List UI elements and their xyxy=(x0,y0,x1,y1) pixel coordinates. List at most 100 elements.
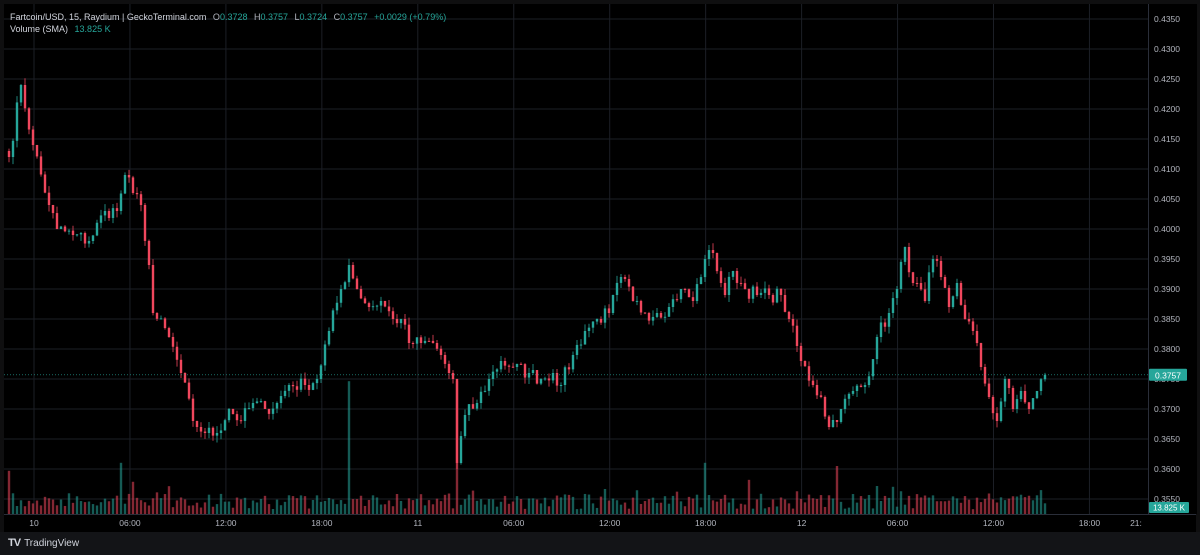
candle-body xyxy=(927,272,931,301)
volume-bar xyxy=(87,501,91,514)
volume-bar xyxy=(375,497,379,514)
candle-body xyxy=(107,211,111,218)
volume-bar xyxy=(571,496,575,514)
volume-bar xyxy=(531,498,535,514)
volume-bar xyxy=(23,506,27,514)
volume-bar xyxy=(203,502,207,514)
candle-body xyxy=(755,286,759,295)
time-axis[interactable] xyxy=(4,514,1196,533)
volume-bar xyxy=(711,500,715,514)
candle-body xyxy=(487,379,491,391)
volume-bar xyxy=(971,509,975,514)
candle-body xyxy=(899,261,903,289)
y-tick-label: 0.3600 xyxy=(1154,464,1180,474)
candle-body xyxy=(875,337,879,360)
candle-body xyxy=(471,404,475,409)
candle-body xyxy=(211,427,215,436)
volume-bar xyxy=(831,498,835,514)
volume-bar xyxy=(299,495,303,514)
y-tick-label: 0.4200 xyxy=(1154,104,1180,114)
volume-bar xyxy=(503,495,507,514)
volume-bar xyxy=(195,502,199,514)
volume-bar xyxy=(219,493,223,514)
volume-bar xyxy=(363,505,367,514)
volume-bar xyxy=(471,490,475,514)
candle-body xyxy=(19,85,23,103)
price-axis[interactable] xyxy=(1148,4,1197,514)
candle-body xyxy=(579,344,583,346)
volume-bar xyxy=(47,498,51,514)
volume-bar xyxy=(963,496,967,514)
candle-body xyxy=(915,283,919,284)
candle-body xyxy=(119,193,123,211)
candle-body xyxy=(1023,391,1027,403)
volume-bar xyxy=(327,497,331,514)
candle-body xyxy=(1007,379,1011,388)
candle-body xyxy=(167,328,171,337)
volume-bar xyxy=(483,504,487,514)
candle-body xyxy=(215,433,219,436)
volume-bar xyxy=(783,499,787,514)
volume-bar xyxy=(79,501,83,514)
candle-body xyxy=(439,348,443,355)
volume-bar xyxy=(167,486,171,514)
volume-bar xyxy=(119,462,123,514)
volume-bar xyxy=(15,506,19,514)
candle-body xyxy=(383,301,387,307)
volume-label[interactable]: Volume (SMA) xyxy=(10,24,69,34)
candle-body xyxy=(291,385,295,387)
candle-body xyxy=(983,367,987,384)
volume-bar xyxy=(763,508,767,514)
candle-body xyxy=(479,391,483,403)
candle-body xyxy=(415,337,419,344)
volume-bar xyxy=(931,495,935,514)
volume-bar xyxy=(811,498,815,514)
volume-bar xyxy=(7,470,11,514)
candle-body xyxy=(663,316,667,318)
candle-body xyxy=(723,282,727,295)
brand[interactable]: TV TradingView xyxy=(8,537,79,549)
candle-body xyxy=(491,371,495,379)
volume-bar xyxy=(267,504,271,514)
volume-bar xyxy=(351,499,355,514)
volume-bar xyxy=(699,507,703,514)
candle-body xyxy=(759,292,763,295)
volume-bar xyxy=(379,504,383,514)
volume-bar xyxy=(171,507,175,514)
volume-bar xyxy=(303,496,307,514)
close-label: C xyxy=(333,12,341,22)
volume-bar xyxy=(123,503,127,514)
volume-bar xyxy=(787,503,791,514)
volume-bar xyxy=(687,496,691,514)
candle-body xyxy=(359,289,363,299)
candle-body xyxy=(971,321,975,331)
volume-bar xyxy=(35,500,39,514)
volume-bar xyxy=(919,497,923,514)
candle-body xyxy=(475,403,479,409)
volume-bar xyxy=(183,499,187,514)
open-value: 0.3728 xyxy=(219,12,248,22)
candle-body xyxy=(423,340,427,343)
candle-body xyxy=(743,283,747,289)
candle-body xyxy=(355,278,359,289)
candle-body xyxy=(603,308,607,323)
volume-bar xyxy=(751,508,755,514)
volume-bar xyxy=(819,495,823,514)
volume-bar xyxy=(151,498,155,514)
volume-bar xyxy=(859,496,863,514)
volume-bar xyxy=(423,505,427,514)
symbol-title[interactable]: Fartcoin/USD, 15, Raydium | GeckoTermina… xyxy=(10,12,207,22)
volume-bar xyxy=(823,506,827,514)
volume-bar xyxy=(795,491,799,514)
volume-bar xyxy=(163,494,167,514)
candle-body xyxy=(647,313,651,321)
volume-bar xyxy=(99,502,103,514)
volume-bar xyxy=(459,504,463,514)
candle-body xyxy=(931,259,935,273)
candle-body xyxy=(751,286,755,299)
candle-body xyxy=(539,379,543,384)
candle-body xyxy=(679,289,683,300)
volume-bar xyxy=(247,508,251,514)
volume-bar xyxy=(779,497,783,514)
volume-bar xyxy=(335,504,339,514)
